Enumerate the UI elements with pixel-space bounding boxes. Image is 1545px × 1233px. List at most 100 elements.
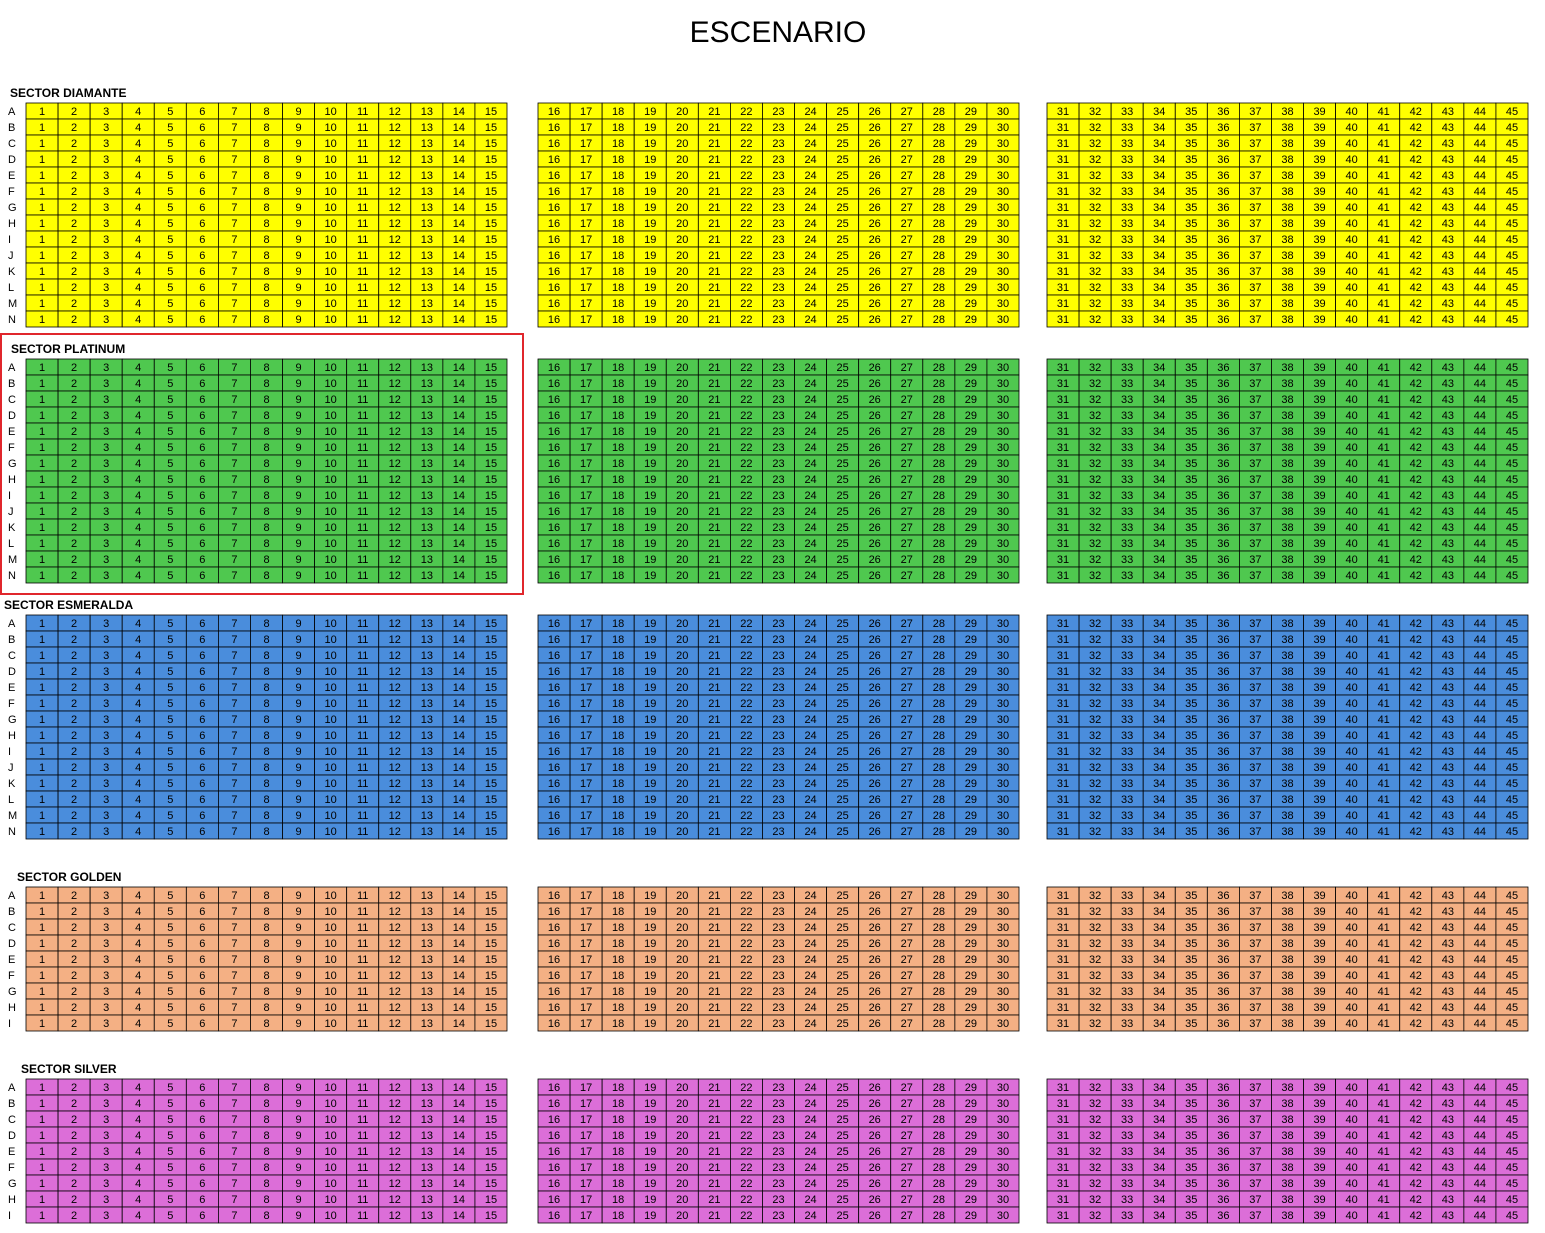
seat-number: 32 bbox=[1089, 986, 1101, 998]
seat-number: 22 bbox=[740, 986, 752, 998]
seat-number: 26 bbox=[869, 426, 881, 438]
seat-number: 6 bbox=[199, 266, 205, 278]
seat-number: 39 bbox=[1313, 954, 1325, 966]
seat-number: 12 bbox=[389, 186, 401, 198]
seat-number: 15 bbox=[485, 474, 497, 486]
seat-number: 31 bbox=[1057, 522, 1069, 534]
seat-number: 43 bbox=[1442, 506, 1454, 518]
seat-number: 1 bbox=[39, 378, 45, 390]
seat-number: 16 bbox=[548, 298, 560, 310]
seat-number: 10 bbox=[325, 1002, 337, 1014]
seat-number: 27 bbox=[901, 154, 913, 166]
seat-number: 4 bbox=[135, 474, 141, 486]
seat-number: 36 bbox=[1217, 218, 1229, 230]
seat-number: 8 bbox=[263, 538, 269, 550]
seat-number: 42 bbox=[1410, 1114, 1422, 1126]
seat-number: 36 bbox=[1217, 810, 1229, 822]
seat-number: 25 bbox=[837, 554, 849, 566]
seat-number: 19 bbox=[644, 762, 656, 774]
seat-number: 42 bbox=[1410, 234, 1422, 246]
seat-number: 35 bbox=[1185, 186, 1197, 198]
seat-number: 36 bbox=[1217, 970, 1229, 982]
seat-number: 33 bbox=[1121, 746, 1133, 758]
seat-number: 18 bbox=[612, 1114, 624, 1126]
seat-number: 39 bbox=[1313, 906, 1325, 918]
seat-number: 6 bbox=[199, 618, 205, 630]
seat-number: 30 bbox=[997, 266, 1009, 278]
seat-number: 45 bbox=[1506, 746, 1518, 758]
seat-number: 11 bbox=[357, 730, 368, 742]
seat-number: 13 bbox=[421, 762, 433, 774]
seat-number: 38 bbox=[1281, 746, 1293, 758]
seat-number: 2 bbox=[71, 202, 77, 214]
seat-number: 16 bbox=[548, 506, 560, 518]
seat-number: 29 bbox=[965, 922, 977, 934]
seat-number: 10 bbox=[325, 282, 337, 294]
seat-number: 25 bbox=[837, 778, 849, 790]
seat-number: 15 bbox=[485, 762, 497, 774]
row-label: C bbox=[8, 922, 16, 934]
seat-number: 6 bbox=[199, 426, 205, 438]
seat-number: 12 bbox=[389, 314, 401, 326]
seat-number: 33 bbox=[1121, 154, 1133, 166]
seat-number: 35 bbox=[1185, 362, 1197, 374]
seat-number: 42 bbox=[1410, 506, 1422, 518]
seat-number: 15 bbox=[485, 218, 497, 230]
seat-number: 26 bbox=[869, 746, 881, 758]
seat-number: 35 bbox=[1185, 746, 1197, 758]
seat-number: 34 bbox=[1153, 1114, 1165, 1126]
seat-number: 22 bbox=[740, 890, 752, 902]
seat-number: 20 bbox=[676, 570, 688, 582]
seat-number: 6 bbox=[199, 458, 205, 470]
seat-number: 39 bbox=[1313, 218, 1325, 230]
seat-number: 20 bbox=[676, 1082, 688, 1094]
seat-number: 25 bbox=[837, 394, 849, 406]
seat-number: 20 bbox=[676, 154, 688, 166]
seat-number: 1 bbox=[39, 186, 45, 198]
seat-number: 23 bbox=[772, 442, 784, 454]
seat-number: 18 bbox=[612, 442, 624, 454]
seat-number: 8 bbox=[263, 202, 269, 214]
seat-number: 26 bbox=[869, 298, 881, 310]
seat-number: 11 bbox=[357, 666, 368, 678]
seat-number: 43 bbox=[1442, 186, 1454, 198]
seat-number: 37 bbox=[1249, 810, 1261, 822]
seat-number: 37 bbox=[1249, 986, 1261, 998]
seat-number: 22 bbox=[740, 394, 752, 406]
seat-number: 20 bbox=[676, 554, 688, 566]
seat-number: 33 bbox=[1121, 666, 1133, 678]
seat-number: 17 bbox=[580, 282, 592, 294]
seat-number: 40 bbox=[1346, 890, 1358, 902]
seat-number: 39 bbox=[1313, 730, 1325, 742]
seat-number: 33 bbox=[1121, 922, 1133, 934]
seat-number: 41 bbox=[1378, 314, 1390, 326]
seat-number: 27 bbox=[901, 938, 913, 950]
seat-number: 1 bbox=[39, 266, 45, 278]
seat-number: 44 bbox=[1474, 458, 1486, 470]
seat-number: 30 bbox=[997, 458, 1009, 470]
seat-number: 3 bbox=[103, 538, 109, 550]
seat-number: 11 bbox=[357, 954, 368, 966]
seat-number: 4 bbox=[135, 1082, 141, 1094]
seat-number: 2 bbox=[71, 666, 77, 678]
seat-number: 34 bbox=[1153, 154, 1165, 166]
seat-number: 24 bbox=[804, 650, 816, 662]
seat-number: 32 bbox=[1089, 970, 1101, 982]
seat-number: 36 bbox=[1217, 714, 1229, 726]
seat-number: 44 bbox=[1474, 666, 1486, 678]
row-label: H bbox=[8, 730, 16, 742]
seat-number: 26 bbox=[869, 1002, 881, 1014]
seat-number: 25 bbox=[837, 794, 849, 806]
seat-number: 45 bbox=[1506, 538, 1518, 550]
seat-number: 40 bbox=[1346, 426, 1358, 438]
seat-number: 43 bbox=[1442, 522, 1454, 534]
seat-number: 37 bbox=[1249, 282, 1261, 294]
seat-number: 5 bbox=[167, 1002, 173, 1014]
seat-number: 7 bbox=[231, 218, 237, 230]
seat-number: 17 bbox=[580, 234, 592, 246]
seat-number: 16 bbox=[548, 218, 560, 230]
seat-number: 30 bbox=[997, 442, 1009, 454]
seat-number: 40 bbox=[1346, 826, 1358, 838]
seat-number: 2 bbox=[71, 1114, 77, 1126]
